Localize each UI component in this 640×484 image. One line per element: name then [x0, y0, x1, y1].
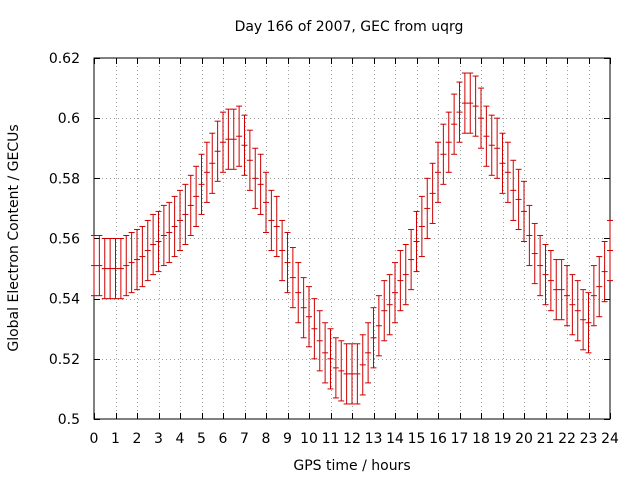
y-tick-label: 0.54 — [49, 292, 80, 308]
x-tick-label: 11 — [322, 431, 340, 447]
x-tick-label: 5 — [197, 431, 206, 447]
x-tick-label: 7 — [240, 431, 249, 447]
x-tick-label: 3 — [154, 431, 163, 447]
x-tick-label: 6 — [219, 431, 228, 447]
x-tick-label: 22 — [558, 431, 576, 447]
x-tick-label: 10 — [300, 431, 318, 447]
x-tick-label: 4 — [176, 431, 185, 447]
y-tick-label: 0.58 — [49, 171, 80, 187]
x-tick-label: 17 — [451, 431, 469, 447]
x-tick-label: 13 — [365, 431, 383, 447]
x-tick-label: 15 — [408, 431, 426, 447]
x-axis-tick-labels: 0 1 2 3 4 5 6 7 8 9 10 11 12 13 14 15 16 17 18 19 20 21 22 23 24 — [90, 431, 619, 447]
x-tick-label: 24 — [601, 431, 619, 447]
x-tick-label: 9 — [283, 431, 292, 447]
x-tick-label: 14 — [386, 431, 404, 447]
x-tick-label: 0 — [90, 431, 99, 447]
x-axis-label: GPS time / hours — [293, 458, 410, 474]
x-tick-label: 12 — [343, 431, 361, 447]
axis-ticks — [94, 58, 611, 420]
chart-title: Day 166 of 2007, GEC from uqrg — [235, 19, 464, 35]
x-tick-label: 16 — [429, 431, 447, 447]
y-axis-label: Global Electron Content / GECUs — [6, 124, 22, 351]
x-tick-label: 1 — [111, 431, 120, 447]
x-tick-label: 19 — [494, 431, 512, 447]
x-tick-label: 23 — [580, 431, 598, 447]
y-tick-label: 0.56 — [49, 232, 80, 248]
x-tick-label: 8 — [262, 431, 271, 447]
y-axis-tick-labels: 0.5 0.52 0.54 0.56 0.58 0.6 0.62 — [49, 51, 80, 428]
y-tick-label: 0.52 — [49, 352, 80, 368]
y-tick-label: 0.6 — [58, 111, 80, 127]
x-tick-label: 18 — [472, 431, 490, 447]
y-tick-label: 0.5 — [58, 412, 80, 428]
x-tick-label: 2 — [133, 431, 142, 447]
y-tick-label: 0.62 — [49, 51, 80, 67]
x-tick-label: 20 — [515, 431, 533, 447]
x-tick-label: 21 — [537, 431, 555, 447]
data-points-series — [91, 102, 613, 375]
